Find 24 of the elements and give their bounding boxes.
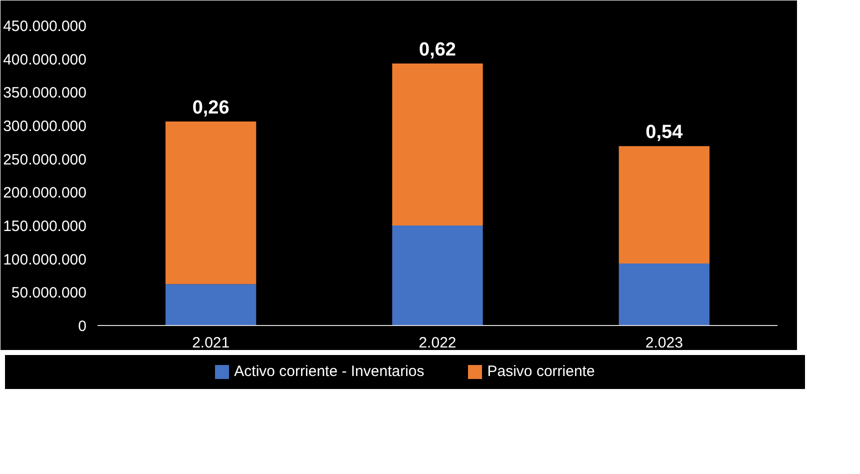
y-tick-label: 200.000.000 (3, 184, 87, 202)
bar (618, 264, 710, 326)
annotation: 0,26 (192, 98, 230, 118)
annotation: 0,54 (646, 122, 684, 144)
bar (166, 284, 256, 326)
y-tick-label: 50.000.000 (11, 284, 87, 302)
x-tick-label: 2.022 (418, 334, 456, 352)
bar (618, 146, 710, 264)
x-tick-label: 2.023 (645, 334, 683, 352)
y-tick-label: 100.000.000 (3, 251, 87, 268)
bar (166, 122, 256, 284)
legend-label: Pasivo corriente (487, 362, 595, 382)
y-tick-label: 450.000.000 (3, 18, 87, 35)
y-tick-label: 350.000.000 (3, 84, 87, 102)
legend-label: Activo corriente - Inventarios (234, 362, 424, 382)
y-tick-label: 150.000.000 (3, 218, 87, 235)
annotation: 0,62 (419, 40, 456, 60)
y-tick-label: 250.000.000 (3, 151, 87, 168)
x-tick-label: 2.021 (192, 334, 230, 352)
y-tick-label: 0 (78, 318, 86, 335)
bar (392, 226, 483, 326)
y-tick-label: 400.000.000 (3, 51, 87, 68)
y-tick-label: 300.000.000 (3, 118, 87, 135)
bar (392, 64, 483, 226)
